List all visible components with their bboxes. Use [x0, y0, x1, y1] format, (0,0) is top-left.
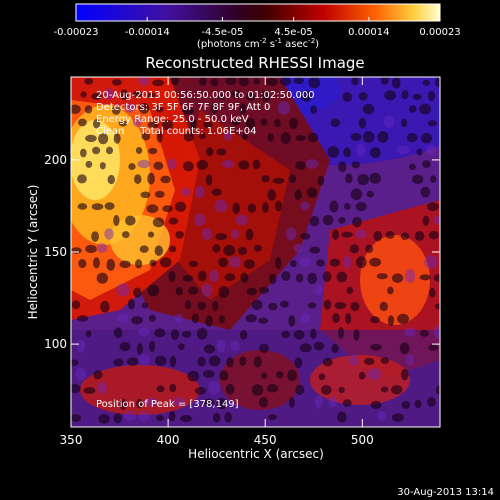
annotation-energy-range: Energy Range: 25.0 - 50.0 keV: [96, 114, 249, 125]
annotation-peak-position: Position of Peak = [378,149]: [96, 399, 239, 410]
y-tick-label: 150: [44, 245, 67, 259]
colorbar-tick-label: -4.5e-05: [201, 27, 243, 38]
x-tick-label: 400: [157, 433, 180, 447]
colorbar-tick-label: 0.00014: [348, 27, 389, 38]
x-axis-label: Heliocentric X (arcsec): [188, 447, 324, 461]
annotation-clean-counts: Clean Total counts: 1.06E+04: [96, 126, 256, 137]
y-tick-label: 200: [44, 153, 67, 167]
colorbar-units: (photons cm-2 s-1 asec-2): [197, 37, 319, 50]
footer-timestamp: 30-Aug-2013 13:14: [397, 487, 494, 498]
colorbar-tick-label: -0.00023: [54, 27, 99, 38]
x-tick-label: 350: [60, 433, 83, 447]
annotation-time-range: 20-Aug-2013 00:56:50.000 to 01:02:50.000: [96, 90, 315, 101]
y-axis-label: Heliocentric Y (arcsec): [26, 185, 40, 320]
colorbar: -0.00023 -0.00014 -4.5e-05 4.5e-05 0.00014 0.…: [54, 4, 461, 50]
annotation-detectors: Detectors: 3F 5F 6F 7F 8F 9F, Att 0: [96, 102, 270, 113]
colorbar-tick-label: -0.00014: [125, 27, 170, 38]
x-tick-label: 500: [351, 433, 374, 447]
colorbar-tick-label: 0.00023: [419, 27, 460, 38]
chart-title: Reconstructed RHESSI Image: [145, 54, 364, 72]
colorbar-gradient: [76, 4, 440, 21]
y-tick-label: 100: [44, 337, 67, 351]
x-tick-label: 450: [254, 433, 277, 447]
